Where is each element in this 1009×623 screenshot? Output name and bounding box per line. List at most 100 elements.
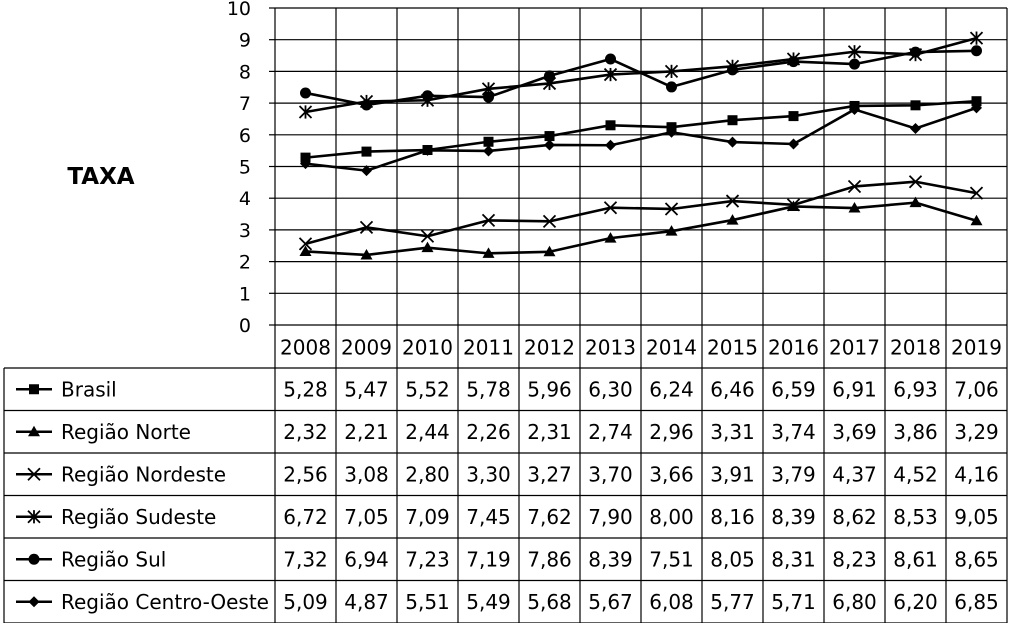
diamond-marker [971, 102, 982, 114]
marker-diamond [28, 596, 40, 608]
triangle-marker [299, 245, 312, 256]
marker-square [727, 115, 738, 126]
diamond-marker [605, 139, 616, 151]
marker-square [971, 96, 982, 107]
marker-diamond [910, 122, 921, 134]
x-category-label: 2009 [341, 336, 392, 360]
circle-marker [727, 64, 738, 76]
table-cell-value: 8,53 [893, 505, 938, 529]
marker-diamond [849, 103, 860, 115]
x-marker [725, 194, 740, 208]
triangle-marker [421, 241, 434, 253]
diamond-marker [666, 126, 677, 138]
table-cell-value: 8,39 [771, 505, 816, 529]
marker-x-stroke [359, 220, 374, 235]
diamond-marker [361, 165, 372, 177]
marker-triangle [909, 196, 922, 208]
table-cell-value: 3,08 [344, 462, 389, 486]
marker-diamond [666, 126, 677, 138]
x-category-label: 2018 [890, 336, 941, 360]
square-marker [483, 136, 494, 147]
table-cell-value: 2,56 [283, 462, 328, 486]
x-marker [908, 175, 923, 189]
marker-triangle [726, 214, 739, 225]
marker-diamond [605, 139, 616, 151]
table-cell-value: 2,21 [344, 420, 389, 444]
table-cell-value: 6,46 [710, 377, 755, 401]
table-cell-value: 6,20 [893, 590, 938, 614]
data-table: 2008 2009 2010 2011 2012 2013 2014 2015 2016 2017… [3, 336, 1007, 623]
x-marker [786, 198, 801, 212]
y-tick-label: 2 [239, 252, 251, 274]
legend-label: Brasil [61, 377, 117, 401]
table-cell-value: 5,78 [466, 377, 511, 401]
circle-marker [300, 87, 311, 99]
table-cell-value: 5,51 [405, 590, 450, 614]
triangle-marker [482, 247, 495, 258]
star-marker [664, 64, 679, 79]
x-marker [27, 467, 41, 481]
marker-circle [849, 58, 860, 70]
table-cell-value: 3,66 [649, 462, 694, 486]
diamond-marker [300, 158, 311, 170]
y-tick-label: 8 [239, 61, 251, 83]
circle-marker [788, 56, 799, 68]
series-line [305, 180, 977, 246]
y-tick-label: 6 [239, 125, 251, 147]
table-cell-value: 7,62 [527, 505, 572, 529]
marker-circle [666, 81, 677, 93]
table-cell-value: 5,67 [588, 590, 633, 614]
table-cell-value: 7,51 [649, 547, 694, 571]
circle-marker [605, 53, 616, 65]
table-cell-value: 7,06 [954, 377, 999, 401]
table-cell-value: 6,94 [344, 547, 389, 571]
circle-marker [28, 553, 40, 565]
marker-diamond [361, 165, 372, 177]
table-cell-value: 4,52 [893, 462, 938, 486]
marker-square [300, 152, 311, 163]
table-cell-value: 5,77 [710, 590, 755, 614]
table-cell-value: 5,68 [527, 590, 572, 614]
marker-triangle [665, 225, 678, 236]
marker-x-stroke [481, 213, 496, 228]
marker-triangle [970, 214, 983, 226]
square-marker [29, 384, 39, 395]
square-marker [971, 96, 982, 107]
star-marker [847, 45, 862, 59]
plot-grid [269, 7, 1008, 623]
marker-diamond [422, 144, 433, 156]
y-axis-ticks: 0 1 2 3 4 5 6 7 8 9 10 [227, 0, 251, 337]
x-category-label: 2015 [707, 336, 758, 360]
marker-triangle [28, 425, 40, 437]
table-cell-value: 3,30 [466, 462, 511, 486]
table-cell-value: 8,39 [588, 547, 633, 571]
triangle-marker [665, 225, 678, 236]
marker-square [544, 131, 555, 142]
table-cell-value: 5,09 [283, 590, 328, 614]
marker-diamond [544, 139, 555, 151]
table-cell-value: 2,26 [466, 420, 511, 444]
table-cell-value: 2,96 [649, 420, 694, 444]
marker-square [605, 120, 616, 131]
x-category-label: 2010 [402, 336, 453, 360]
diamond-marker [727, 136, 738, 148]
circle-marker [483, 91, 494, 103]
marker-circle [300, 87, 311, 99]
series-line [305, 49, 977, 107]
table-cell-value: 9,05 [954, 505, 999, 529]
circle-marker [910, 46, 921, 58]
table-cell-value: 8,61 [893, 547, 938, 571]
marker-circle [910, 46, 921, 58]
diamond-marker [422, 144, 433, 156]
legend-label: Região Sul [61, 547, 166, 571]
circle-marker [361, 99, 372, 111]
table-cell-value: 7,19 [466, 547, 511, 571]
table-cell-value: 3,74 [771, 420, 816, 444]
marker-circle [544, 70, 555, 82]
triangle-marker [909, 196, 922, 208]
legend-label: Região Sudeste [61, 505, 216, 529]
marker-x-stroke [298, 237, 313, 251]
triangle-marker [360, 248, 373, 260]
table-cell-value: 6,59 [771, 377, 816, 401]
marker-x-stroke [27, 467, 41, 481]
